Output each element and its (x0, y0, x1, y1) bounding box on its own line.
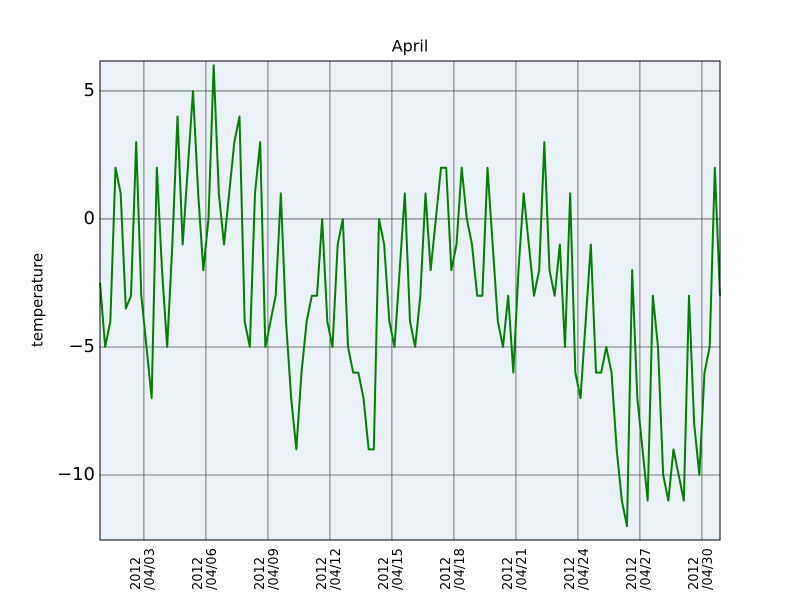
x-tick-label: 2012 /04/06 (190, 548, 220, 590)
x-tick-label: 2012 /04/15 (376, 548, 406, 590)
y-axis-label: temperature (29, 253, 47, 347)
line (99, 64, 721, 528)
x-tick-label: 2012 /04/12 (314, 548, 344, 590)
x-tick-label: 2012 /04/18 (438, 548, 468, 590)
x-tick-label: 2012 /04/30 (686, 548, 716, 590)
y-tick-label: −10 (57, 464, 95, 485)
chart-title: April (392, 37, 429, 56)
x-tick-label: 2012 /04/09 (252, 548, 282, 590)
x-tick-label: 2012 /04/03 (128, 548, 158, 590)
plot-frame (99, 60, 721, 541)
x-tick-label: 2012 /04/27 (624, 548, 654, 590)
y-tick-label: 0 (84, 208, 95, 229)
x-tick-label: 2012 /04/24 (562, 548, 592, 590)
y-tick-label: −5 (68, 336, 95, 357)
x-tick-label: 2012 /04/21 (500, 548, 530, 590)
y-tick-label: 5 (84, 80, 95, 101)
